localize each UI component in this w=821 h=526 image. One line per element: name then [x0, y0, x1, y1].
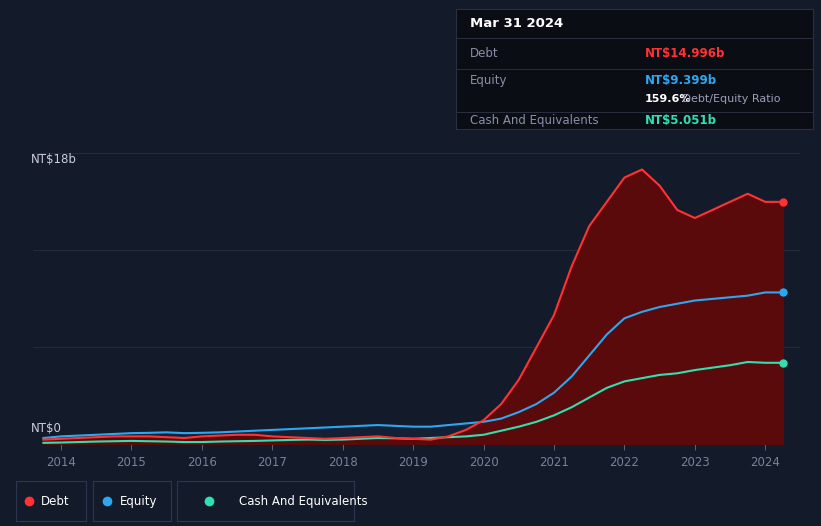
Text: Debt/Equity Ratio: Debt/Equity Ratio — [679, 94, 781, 104]
Text: Equity: Equity — [120, 494, 158, 508]
Text: Debt: Debt — [470, 47, 498, 60]
Text: Mar 31 2024: Mar 31 2024 — [470, 17, 563, 30]
Text: Debt: Debt — [41, 494, 70, 508]
Text: NT$18b: NT$18b — [31, 153, 77, 166]
Text: 159.6%: 159.6% — [645, 94, 691, 104]
Text: Equity: Equity — [470, 74, 507, 87]
Text: Cash And Equivalents: Cash And Equivalents — [239, 494, 368, 508]
Text: NT$9.399b: NT$9.399b — [645, 74, 717, 87]
Text: NT$14.996b: NT$14.996b — [645, 47, 725, 60]
Text: Cash And Equivalents: Cash And Equivalents — [470, 114, 599, 127]
Text: NT$5.051b: NT$5.051b — [645, 114, 717, 127]
Text: NT$0: NT$0 — [31, 422, 62, 435]
